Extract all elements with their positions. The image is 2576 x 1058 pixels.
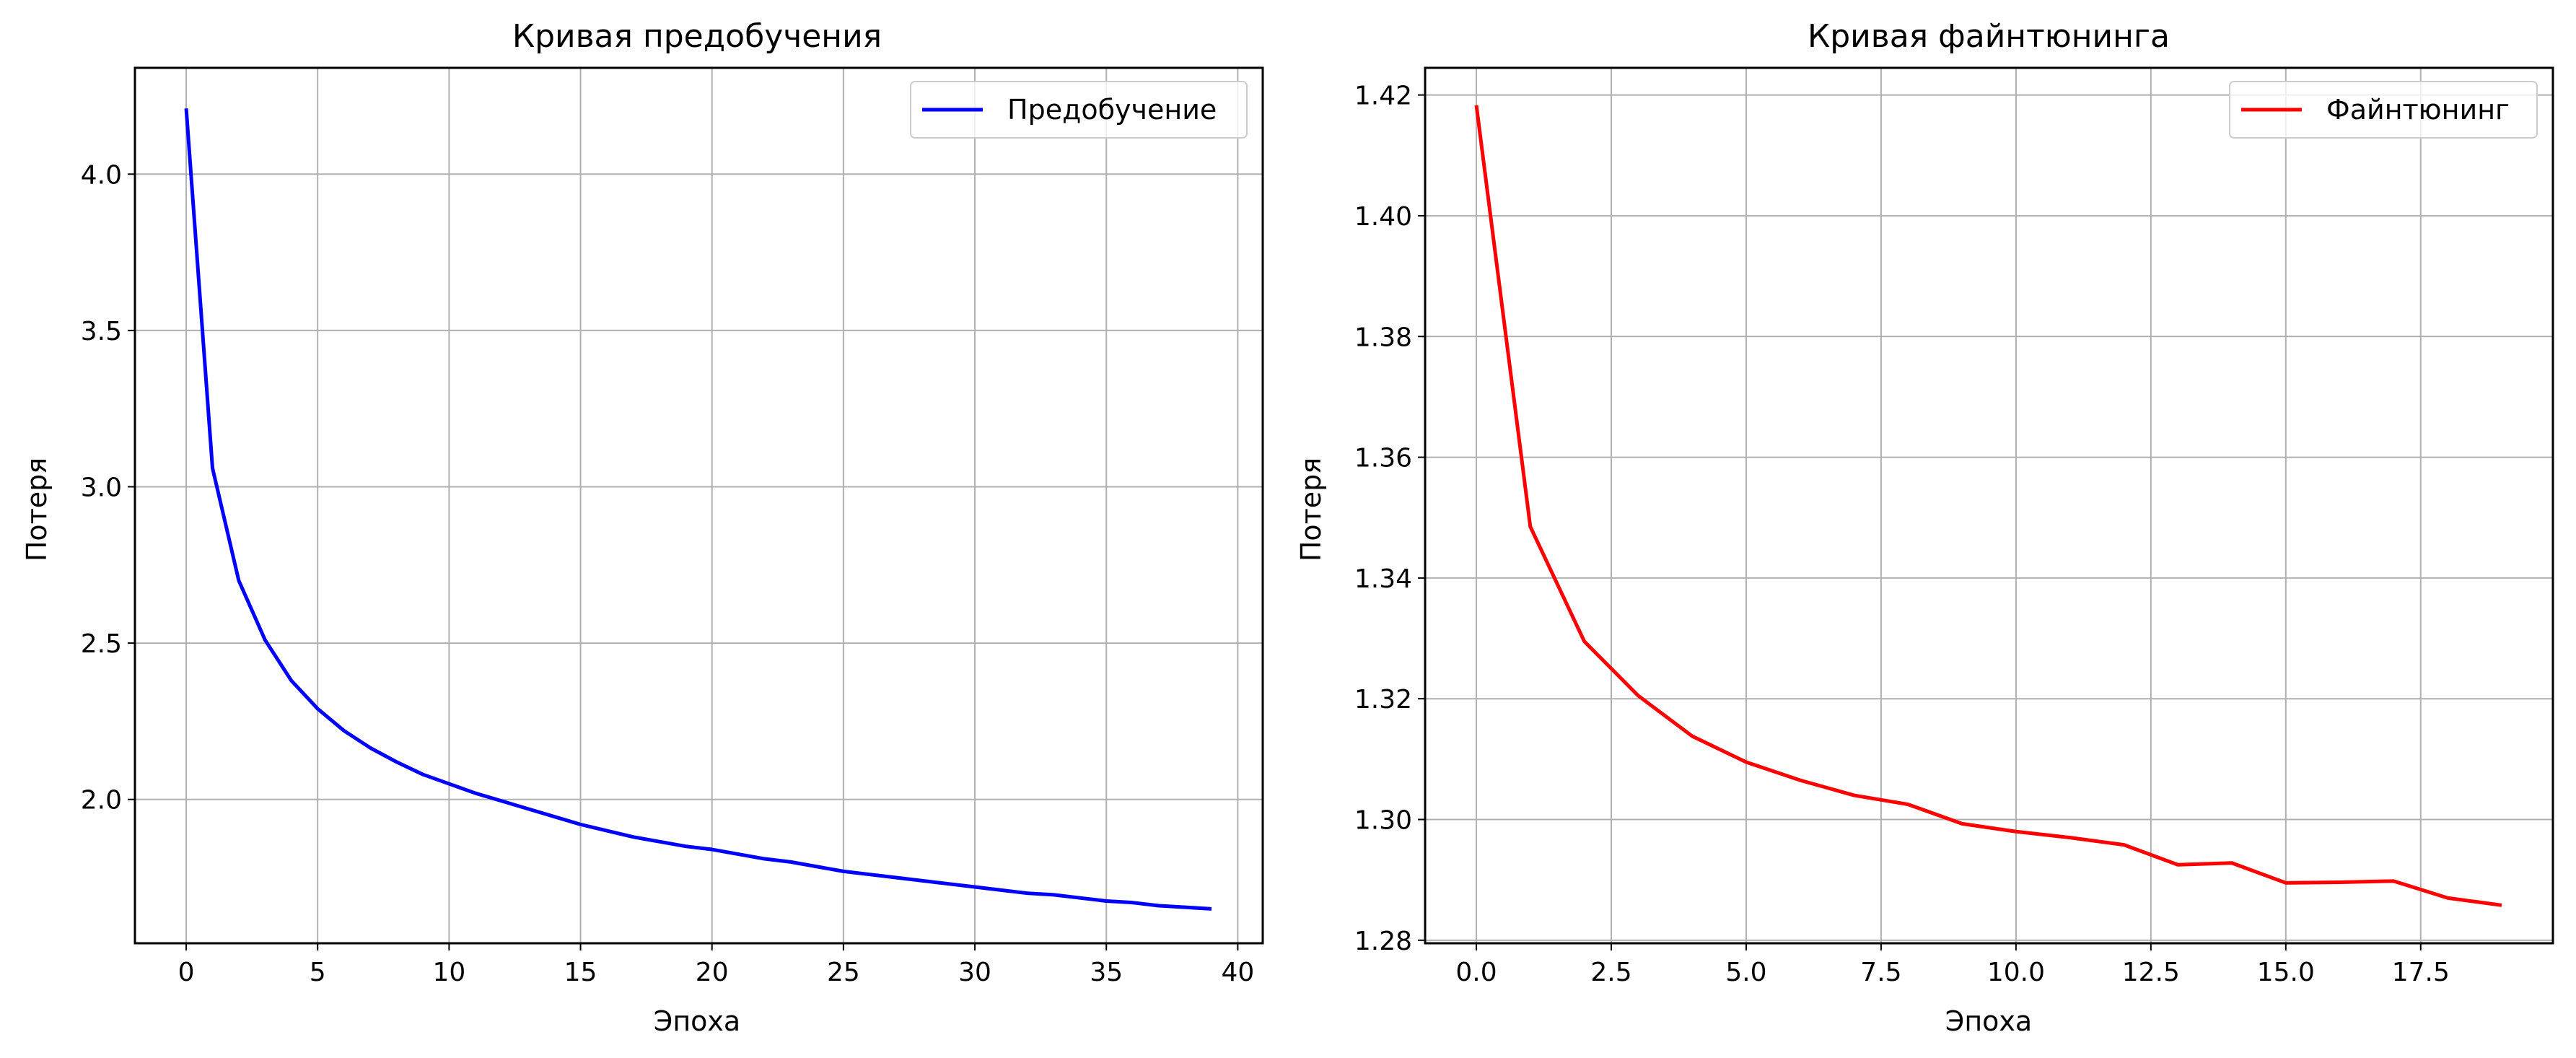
plot-frame	[1424, 66, 2554, 945]
y-tick-label: 1.32	[1354, 685, 1412, 714]
x-tick-label: 15.0	[2257, 958, 2315, 987]
series-layer	[1474, 105, 2502, 907]
y-tick-label: 1.40	[1354, 202, 1412, 232]
series-line	[184, 108, 1212, 911]
legend-entry: Файнтюнинг	[2326, 94, 2510, 126]
legend-entry: Предобучение	[1007, 94, 1217, 126]
y-tick-label: 4.0	[81, 160, 122, 190]
y-tick-label: 1.30	[1354, 806, 1412, 836]
x-tick-label: 0.0	[1455, 958, 1497, 987]
x-tick-label: 15	[564, 958, 597, 987]
grid	[1425, 68, 2553, 943]
x-tick-label: 0	[178, 958, 195, 987]
plot-frame	[133, 66, 1264, 945]
pretraining-chart: Кривая предобучения Эпоха Потеря 0 5 10 15 2…	[21, 18, 1264, 1037]
chart-title: Кривая файнтюнинга	[1808, 18, 2170, 55]
chart-title: Кривая предобучения	[512, 18, 882, 55]
y-tick-label: 3.5	[81, 317, 122, 346]
legend-box	[910, 81, 1248, 139]
y-axis-label: Потеря	[1295, 458, 1327, 561]
ticks: 0 5 10 15 20 25 30 35 40 2.0 2.5 3.0 3.5 4.0	[81, 160, 1255, 987]
grid	[135, 68, 1263, 943]
x-tick-label: 10.0	[1987, 958, 2045, 987]
ticks: 0.0 2.5 5.0 7.5 10.0 12.5 15.0 17.5 1.28 1.30 1.32…	[1354, 82, 2450, 987]
y-axis-label: Потеря	[21, 458, 53, 561]
x-axis-label: Эпоха	[1945, 1005, 2032, 1037]
y-tick-label: 2.0	[81, 786, 122, 816]
legend: Предобучение	[910, 81, 1248, 139]
y-tick-label: 2.5	[81, 629, 122, 659]
x-tick-label: 12.5	[2122, 958, 2180, 987]
x-tick-label: 17.5	[2392, 958, 2450, 987]
y-tick-label: 1.28	[1354, 927, 1412, 956]
x-tick-label: 35	[1090, 958, 1123, 987]
x-tick-label: 7.5	[1860, 958, 1901, 987]
y-tick-label: 1.38	[1354, 323, 1412, 352]
y-tick-label: 3.0	[81, 473, 122, 503]
x-tick-label: 2.5	[1590, 958, 1631, 987]
x-tick-label: 20	[696, 958, 729, 987]
series-line	[1474, 105, 2502, 907]
x-tick-label: 10	[432, 958, 465, 987]
x-tick-label: 25	[827, 958, 860, 987]
y-tick-label: 1.34	[1354, 564, 1412, 594]
x-tick-label: 30	[958, 958, 991, 987]
legend-box	[2229, 81, 2538, 139]
finetuning-chart: Кривая файнтюнинга Эпоха Потеря 0.0 2.5 5.…	[1295, 18, 2554, 1037]
x-tick-label: 40	[1221, 958, 1254, 987]
y-tick-label: 1.42	[1354, 82, 1412, 111]
legend: Файнтюнинг	[2229, 81, 2538, 139]
series-layer	[184, 108, 1212, 911]
x-tick-label: 5	[310, 958, 326, 987]
x-tick-label: 5.0	[1725, 958, 1766, 987]
x-axis-label: Эпоха	[654, 1005, 740, 1037]
y-tick-label: 1.36	[1354, 444, 1412, 473]
